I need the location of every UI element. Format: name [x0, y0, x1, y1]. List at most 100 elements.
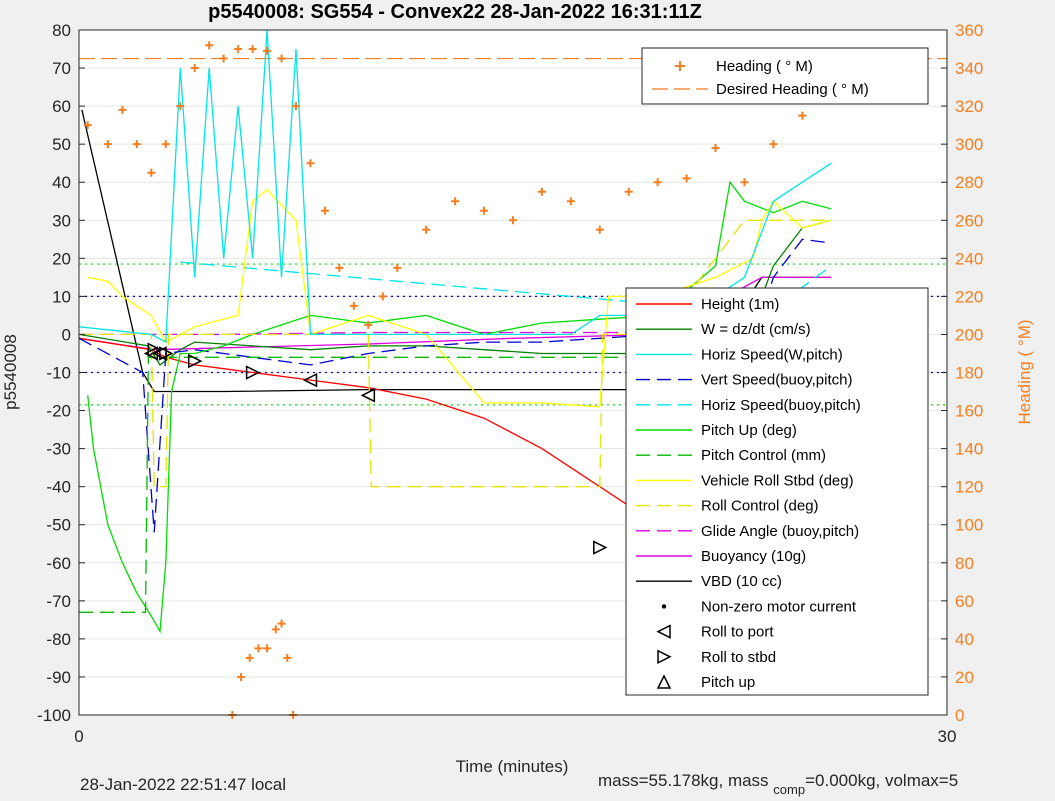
- y-tick-label: -50: [46, 516, 71, 535]
- heading-point: [271, 625, 280, 634]
- y-tick-label: 60: [52, 97, 71, 116]
- x-tick-label: 30: [938, 727, 957, 746]
- heading-point: [237, 672, 246, 681]
- heading-point: [147, 168, 156, 177]
- legend-label: Pitch Control (mm): [701, 447, 826, 464]
- y-right-tick-label: 320: [955, 97, 983, 116]
- heading-point: [566, 197, 575, 206]
- heading-point: [132, 140, 141, 149]
- roll-to-port-marker: [360, 388, 376, 403]
- legend-label: Pitch Up (deg): [701, 422, 797, 439]
- heading-point: [248, 45, 257, 54]
- y-right-tick-label: 300: [955, 135, 983, 154]
- y-tick-label: -100: [37, 706, 71, 725]
- heading-point: [263, 644, 272, 653]
- footer-mass-text: mass=55.178kg, mass: [598, 771, 769, 790]
- legend-label: Non-zero motor current: [701, 598, 857, 615]
- y-right-tick-label: 60: [955, 592, 974, 611]
- legend-label: Pitch up: [701, 674, 755, 691]
- heading-point: [292, 102, 300, 111]
- y-right-tick-label: 120: [955, 478, 983, 497]
- legend-label: Buoyancy (10g): [701, 548, 806, 565]
- heading-point: [595, 225, 604, 234]
- legend-label: Roll Control (deg): [701, 498, 819, 515]
- heading-point: [682, 174, 691, 183]
- heading-point: [205, 41, 214, 50]
- y-right-tick-label: 160: [955, 402, 983, 421]
- y-tick-label: -20: [46, 402, 71, 421]
- y-tick-label: 70: [52, 59, 71, 78]
- y-tick-label: 80: [52, 21, 71, 40]
- y-tick-label: 10: [52, 287, 71, 306]
- y-tick-label: 30: [52, 211, 71, 230]
- legend-label: W = dz/dt (cm/s): [701, 321, 811, 338]
- legend-label: Vert Speed(buoy,pitch): [701, 372, 852, 389]
- heading-point: [245, 653, 254, 662]
- heading-point: [263, 46, 272, 55]
- heading-point: [306, 159, 315, 168]
- heading-point: [118, 105, 127, 114]
- x-tick-label: 0: [74, 727, 83, 746]
- heading-point: [254, 644, 263, 653]
- legend-dot-symbol: [661, 604, 667, 609]
- heading-point: [161, 140, 170, 149]
- series-pitch_up: [87, 180, 832, 634]
- heading-point: [422, 225, 431, 234]
- heading-point: [83, 121, 92, 130]
- footer-mass-rest: =0.000kg, volmax=5: [805, 771, 959, 790]
- roll-to-stbd-marker: [187, 353, 203, 369]
- y-axis-right-label: Heading ( °M): [1015, 319, 1034, 424]
- footer-mass: mass=55.178kg, mass comp=0.000kg, volmax…: [598, 771, 959, 797]
- heading-point: [335, 263, 344, 272]
- heading-point: [451, 197, 460, 206]
- roll-to-stbd-marker: [159, 346, 174, 361]
- heading-point: [711, 143, 720, 152]
- heading-point: [378, 292, 387, 301]
- footer-local-time: 28-Jan-2022 22:51:47 local: [80, 775, 287, 794]
- footer-mass-comp-sub: comp: [773, 782, 806, 797]
- roll-to-stbd-marker: [593, 540, 608, 555]
- y-tick-label: -60: [46, 554, 71, 573]
- heading-point: [234, 45, 243, 54]
- heading-point: [653, 178, 662, 187]
- y-right-tick-label: 140: [955, 440, 983, 459]
- heading-point: [277, 54, 286, 63]
- y-right-tick-label: 180: [955, 364, 983, 383]
- heading-point: [740, 178, 749, 187]
- y-axis-label: p5540008: [1, 334, 20, 410]
- heading-point: [393, 263, 402, 272]
- y-tick-label: -90: [46, 668, 71, 687]
- legend-top-label: Heading ( ° M): [716, 58, 813, 75]
- heading-point: [349, 301, 358, 310]
- roll-to-stbd-marker: [245, 365, 261, 380]
- heading-point: [769, 140, 778, 149]
- legend-top-label: Desired Heading ( ° M): [716, 81, 869, 98]
- roll-to-port-marker: [302, 372, 318, 388]
- heading-point: [480, 206, 489, 215]
- y-tick-label: -70: [46, 592, 71, 611]
- y-right-tick-label: 200: [955, 325, 983, 344]
- heading-point: [364, 320, 373, 329]
- y-tick-label: 50: [52, 135, 71, 154]
- y-right-tick-label: 40: [955, 630, 974, 649]
- legend-marker-symbol: [656, 624, 671, 639]
- legend-marker-symbol: [656, 674, 672, 689]
- legend-label: Roll to port: [701, 624, 774, 641]
- y-right-tick-label: 0: [955, 706, 964, 725]
- heading-point: [320, 206, 329, 215]
- y-tick-label: -40: [46, 478, 71, 497]
- x-axis-label: Time (minutes): [456, 757, 569, 776]
- legend-marker-symbol: [657, 649, 672, 665]
- legend-label: Vehicle Roll Stbd (deg): [701, 472, 854, 489]
- y-right-tick-label: 360: [955, 21, 983, 40]
- legend-label: Glide Angle (buoy,pitch): [701, 523, 859, 540]
- y-tick-label: 20: [52, 249, 71, 268]
- y-right-tick-label: 260: [955, 211, 983, 230]
- y-right-tick-label: 20: [955, 668, 974, 687]
- heading-point: [798, 111, 807, 120]
- y-right-tick-label: 100: [955, 516, 983, 535]
- heading-legend: Heading ( ° M) Desired Heading ( ° M): [641, 47, 929, 105]
- y-tick-label: -30: [46, 440, 71, 459]
- heading-point: [283, 653, 292, 662]
- heading-point: [624, 187, 633, 196]
